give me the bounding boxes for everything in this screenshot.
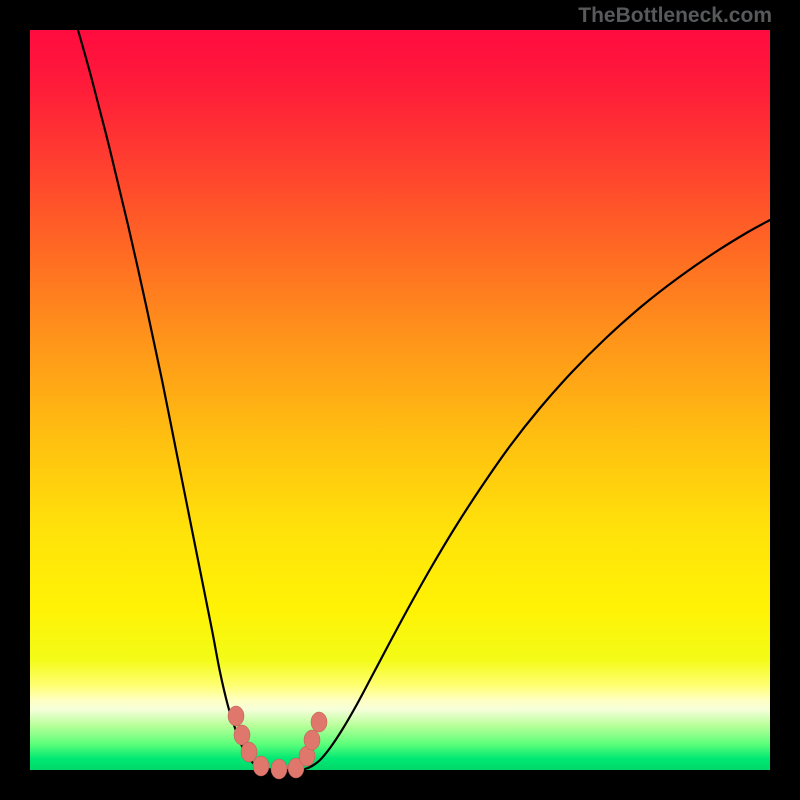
- data-marker: [304, 730, 320, 750]
- data-marker: [271, 759, 287, 779]
- data-marker: [228, 706, 244, 726]
- data-marker: [253, 756, 269, 776]
- curve-layer: [30, 30, 770, 770]
- chart-container: TheBottleneck.com: [0, 0, 800, 800]
- bottleneck-curve: [78, 30, 770, 770]
- watermark-text: TheBottleneck.com: [578, 4, 772, 28]
- data-markers: [228, 706, 327, 779]
- data-marker: [311, 712, 327, 732]
- plot-frame: [30, 30, 770, 770]
- data-marker: [241, 742, 257, 762]
